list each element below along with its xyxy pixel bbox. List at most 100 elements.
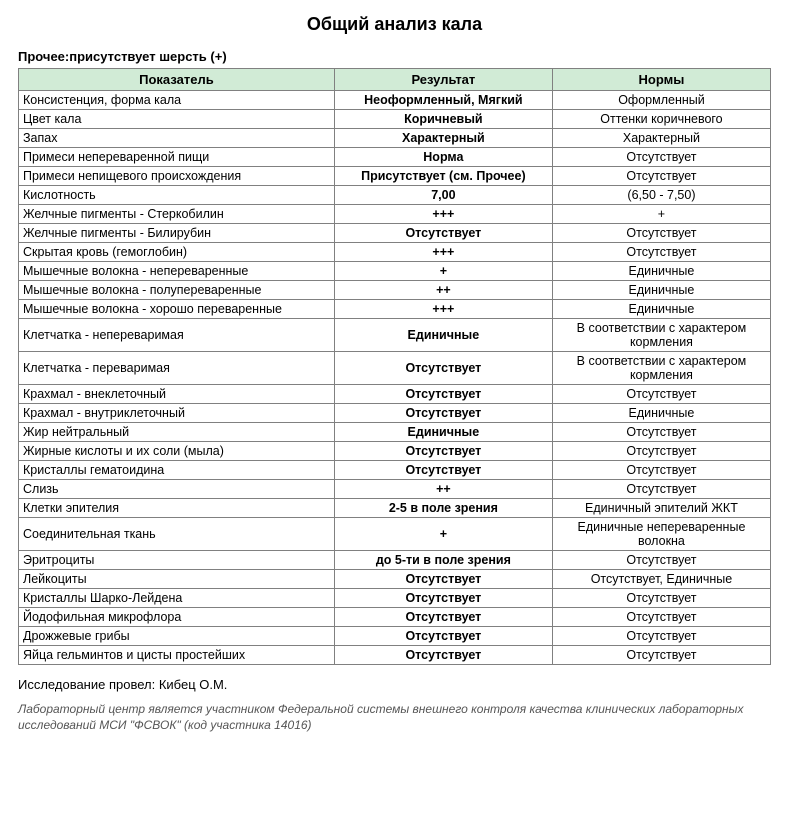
cell-param: Мышечные волокна - хорошо переваренные: [19, 300, 335, 319]
table-row: Консистенция, форма калаНеоформленный, М…: [19, 91, 771, 110]
cell-norm: (6,50 - 7,50): [552, 186, 770, 205]
table-row: Примеси непищевого происхожденияПрисутст…: [19, 167, 771, 186]
cell-norm: Единичные: [552, 404, 770, 423]
table-row: Примеси непереваренной пищиНормаОтсутств…: [19, 148, 771, 167]
cell-result: Единичные: [334, 423, 552, 442]
table-row: Соединительная ткань+Единичные неперевар…: [19, 518, 771, 551]
cell-result: 2-5 в поле зрения: [334, 499, 552, 518]
cell-param: Мышечные волокна - полупереваренные: [19, 281, 335, 300]
cell-result: +++: [334, 243, 552, 262]
cell-param: Слизь: [19, 480, 335, 499]
table-row: Крахмал - внутриклеточныйОтсутствуетЕдин…: [19, 404, 771, 423]
cell-norm: Отсутствует: [552, 589, 770, 608]
cell-norm: Характерный: [552, 129, 770, 148]
cell-norm: Отсутствует, Единичные: [552, 570, 770, 589]
cell-param: Крахмал - внутриклеточный: [19, 404, 335, 423]
cell-param: Консистенция, форма кала: [19, 91, 335, 110]
report-subtitle: Прочее:присутствует шерсть (+): [18, 49, 771, 64]
cell-norm: Оттенки коричневого: [552, 110, 770, 129]
cell-result: +++: [334, 300, 552, 319]
cell-result: Норма: [334, 148, 552, 167]
cell-result: Неоформленный, Мягкий: [334, 91, 552, 110]
cell-param: Желчные пигменты - Стеркобилин: [19, 205, 335, 224]
cell-param: Кристаллы гематоидина: [19, 461, 335, 480]
cell-norm: Отсутствует: [552, 442, 770, 461]
cell-norm: В соответствии с характером кормления: [552, 319, 770, 352]
cell-param: Лейкоциты: [19, 570, 335, 589]
cell-param: Мышечные волокна - непереваренные: [19, 262, 335, 281]
cell-param: Крахмал - внеклеточный: [19, 385, 335, 404]
table-row: Желчные пигменты - БилирубинОтсутствуетО…: [19, 224, 771, 243]
table-row: Мышечные волокна - хорошо переваренные++…: [19, 300, 771, 319]
cell-norm: Отсутствует: [552, 243, 770, 262]
cell-norm: Отсутствует: [552, 608, 770, 627]
cell-result: Характерный: [334, 129, 552, 148]
table-row: Слизь++Отсутствует: [19, 480, 771, 499]
table-row: Клетки эпителия2-5 в поле зренияЕдиничны…: [19, 499, 771, 518]
table-row: Мышечные волокна - непереваренные+Единич…: [19, 262, 771, 281]
table-row: ЗапахХарактерныйХарактерный: [19, 129, 771, 148]
cell-result: Отсутствует: [334, 442, 552, 461]
table-row: Жир нейтральныйЕдиничныеОтсутствует: [19, 423, 771, 442]
cell-result: Отсутствует: [334, 570, 552, 589]
cell-result: до 5-ти в поле зрения: [334, 551, 552, 570]
cell-result: Отсутствует: [334, 385, 552, 404]
cell-param: Йодофильная микрофлора: [19, 608, 335, 627]
cell-norm: Оформленный: [552, 91, 770, 110]
cell-norm: Единичные: [552, 300, 770, 319]
cell-result: Отсутствует: [334, 589, 552, 608]
cell-result: Присутствует (см. Прочее): [334, 167, 552, 186]
table-row: Крахмал - внеклеточныйОтсутствуетОтсутст…: [19, 385, 771, 404]
cell-norm: В соответствии с характером кормления: [552, 352, 770, 385]
table-row: Кислотность7,00(6,50 - 7,50): [19, 186, 771, 205]
cell-norm: Отсутствует: [552, 167, 770, 186]
cell-norm: Отсутствует: [552, 627, 770, 646]
table-row: ЛейкоцитыОтсутствуетОтсутствует, Единичн…: [19, 570, 771, 589]
cell-norm: Единичные: [552, 262, 770, 281]
cell-param: Клетки эпителия: [19, 499, 335, 518]
table-row: Яйца гельминтов и цисты простейшихОтсутс…: [19, 646, 771, 665]
cell-param: Запах: [19, 129, 335, 148]
header-result: Результат: [334, 69, 552, 91]
cell-param: Жирные кислоты и их соли (мыла): [19, 442, 335, 461]
cell-param: Цвет кала: [19, 110, 335, 129]
cell-norm: Отсутствует: [552, 385, 770, 404]
cell-param: Скрытая кровь (гемоглобин): [19, 243, 335, 262]
cell-param: Яйца гельминтов и цисты простейших: [19, 646, 335, 665]
table-row: Дрожжевые грибыОтсутствуетОтсутствует: [19, 627, 771, 646]
cell-norm: Отсутствует: [552, 646, 770, 665]
cell-param: Кристаллы Шарко-Лейдена: [19, 589, 335, 608]
table-row: Кристаллы гематоидинаОтсутствуетОтсутств…: [19, 461, 771, 480]
table-row: Желчные пигменты - Стеркобилин++++: [19, 205, 771, 224]
cell-norm: +: [552, 205, 770, 224]
table-row: Жирные кислоты и их соли (мыла)Отсутству…: [19, 442, 771, 461]
cell-param: Клетчатка - непереваримая: [19, 319, 335, 352]
cell-norm: Отсутствует: [552, 148, 770, 167]
cell-param: Примеси непереваренной пищи: [19, 148, 335, 167]
report-title: Общий анализ кала: [18, 14, 771, 35]
cell-norm: Единичный эпителий ЖКТ: [552, 499, 770, 518]
cell-param: Соединительная ткань: [19, 518, 335, 551]
cell-param: Желчные пигменты - Билирубин: [19, 224, 335, 243]
cell-result: Коричневый: [334, 110, 552, 129]
cell-norm: Единичные: [552, 281, 770, 300]
cell-param: Клетчатка - переваримая: [19, 352, 335, 385]
table-row: Цвет калаКоричневыйОттенки коричневого: [19, 110, 771, 129]
cell-result: +: [334, 518, 552, 551]
cell-result: +: [334, 262, 552, 281]
table-row: Мышечные волокна - полупереваренные++Еди…: [19, 281, 771, 300]
cell-result: Отсутствует: [334, 352, 552, 385]
cell-result: Отсутствует: [334, 461, 552, 480]
cell-result: +++: [334, 205, 552, 224]
table-row: Клетчатка - переваримаяОтсутствуетВ соот…: [19, 352, 771, 385]
cell-result: Отсутствует: [334, 646, 552, 665]
cell-result: Отсутствует: [334, 608, 552, 627]
cell-norm: Отсутствует: [552, 480, 770, 499]
cell-result: ++: [334, 480, 552, 499]
table-row: Кристаллы Шарко-ЛейденаОтсутствуетОтсутс…: [19, 589, 771, 608]
table-header-row: Показатель Результат Нормы: [19, 69, 771, 91]
cell-norm: Отсутствует: [552, 224, 770, 243]
cell-result: Единичные: [334, 319, 552, 352]
cell-norm: Отсутствует: [552, 461, 770, 480]
results-table: Показатель Результат Нормы Консистенция,…: [18, 68, 771, 665]
